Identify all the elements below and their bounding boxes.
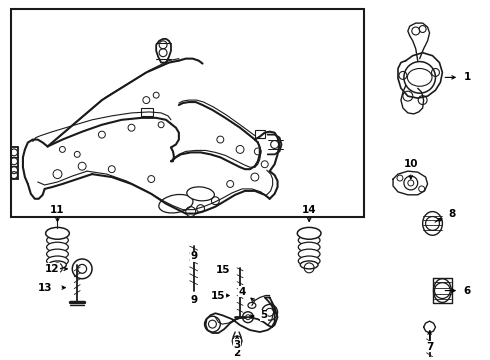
Text: 12: 12	[45, 264, 60, 274]
Ellipse shape	[47, 235, 68, 245]
Text: 9: 9	[190, 251, 197, 261]
Text: 2: 2	[233, 348, 241, 358]
Text: 9: 9	[190, 296, 197, 305]
Text: 14: 14	[302, 204, 317, 215]
Ellipse shape	[298, 256, 320, 266]
Ellipse shape	[300, 261, 318, 269]
Ellipse shape	[187, 187, 214, 201]
Text: 7: 7	[426, 342, 433, 352]
Ellipse shape	[298, 235, 320, 245]
Ellipse shape	[298, 242, 320, 252]
Ellipse shape	[298, 249, 320, 259]
Text: 5: 5	[260, 310, 268, 320]
Text: 10: 10	[404, 159, 418, 169]
Ellipse shape	[47, 228, 68, 238]
Ellipse shape	[47, 242, 68, 252]
Text: 15: 15	[211, 291, 225, 301]
Ellipse shape	[248, 302, 256, 308]
Ellipse shape	[47, 256, 68, 266]
Ellipse shape	[46, 228, 69, 239]
Text: 6: 6	[464, 285, 471, 296]
FancyBboxPatch shape	[11, 9, 365, 217]
Text: 4: 4	[238, 287, 245, 297]
Text: 15: 15	[216, 265, 230, 275]
FancyBboxPatch shape	[255, 130, 265, 138]
Ellipse shape	[297, 228, 321, 239]
Ellipse shape	[423, 212, 442, 235]
Ellipse shape	[407, 68, 432, 86]
Ellipse shape	[49, 261, 66, 269]
Ellipse shape	[159, 194, 193, 213]
FancyBboxPatch shape	[142, 108, 153, 116]
Text: 1: 1	[464, 72, 471, 82]
Text: 11: 11	[50, 204, 65, 215]
Ellipse shape	[298, 228, 320, 238]
Ellipse shape	[434, 279, 451, 302]
Text: 8: 8	[449, 208, 456, 219]
Text: 13: 13	[37, 283, 52, 293]
Text: 3: 3	[233, 340, 241, 350]
Ellipse shape	[47, 249, 68, 259]
